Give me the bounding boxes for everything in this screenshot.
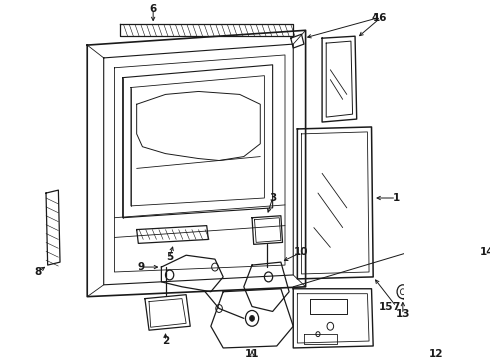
Text: 6: 6: [149, 4, 157, 14]
Circle shape: [249, 315, 254, 321]
Text: 4: 4: [372, 13, 379, 23]
Text: 1: 1: [392, 193, 400, 203]
Text: 7: 7: [392, 302, 400, 311]
Text: 8: 8: [34, 267, 41, 277]
Text: 3: 3: [269, 193, 276, 203]
Text: 12: 12: [429, 349, 443, 359]
Text: 11: 11: [245, 349, 259, 359]
Text: 9: 9: [137, 262, 145, 272]
Text: 5: 5: [166, 252, 173, 262]
Text: 10: 10: [294, 247, 309, 257]
Text: 15: 15: [379, 302, 393, 311]
Text: 13: 13: [395, 309, 410, 319]
Text: 2: 2: [162, 336, 169, 346]
Text: 16: 16: [372, 13, 387, 23]
Text: 14: 14: [480, 247, 490, 257]
